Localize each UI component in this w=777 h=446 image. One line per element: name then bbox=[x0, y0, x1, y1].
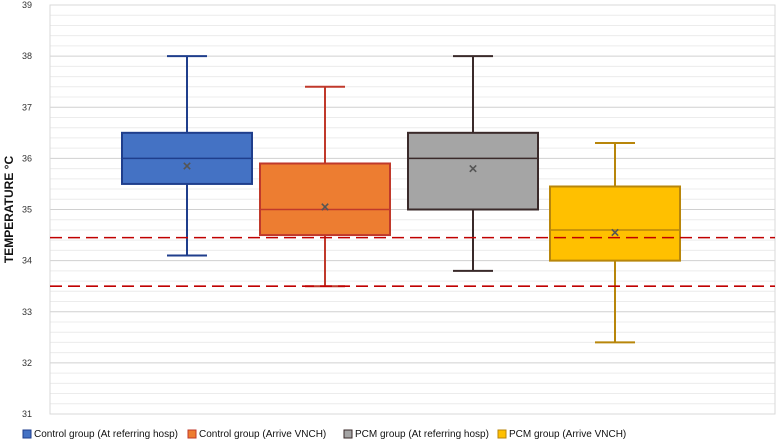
legend: Control group (At referring hosp) Control… bbox=[22, 429, 626, 440]
y-tick-label: 34 bbox=[22, 256, 32, 266]
box-2 bbox=[259, 85, 391, 288]
mean-marker bbox=[321, 203, 329, 211]
boxes bbox=[121, 55, 681, 344]
y-tick-label: 35 bbox=[22, 205, 32, 215]
legend-swatch bbox=[22, 429, 32, 439]
mean-marker bbox=[611, 228, 619, 237]
legend-item-1: Control group (At referring hosp) bbox=[22, 429, 178, 440]
plot-border bbox=[49, 4, 776, 415]
iqr-box bbox=[407, 131, 539, 211]
y-axis-label: TEMPERATURE °C bbox=[2, 156, 16, 264]
box-3 bbox=[407, 55, 539, 272]
y-axis-ticks: 31 32 33 34 35 36 37 38 39 bbox=[22, 0, 32, 419]
y-tick-label: 32 bbox=[22, 358, 32, 368]
y-tick-label: 38 bbox=[22, 51, 32, 61]
legend-swatch bbox=[497, 429, 507, 439]
legend-swatch bbox=[187, 429, 197, 439]
mean-marker bbox=[469, 164, 477, 173]
legend-label: Control group (Arrive VNCH) bbox=[199, 429, 326, 440]
legend-item-4: PCM group (Arrive VNCH) bbox=[497, 429, 626, 440]
legend-item-3: PCM group (At referring hosp) bbox=[343, 429, 489, 440]
iqr-box bbox=[259, 162, 391, 237]
y-tick-label: 37 bbox=[22, 102, 32, 112]
legend-label: Control group (At referring hosp) bbox=[34, 429, 178, 440]
mean-marker bbox=[183, 162, 191, 170]
box-1 bbox=[121, 55, 253, 257]
y-tick-label: 33 bbox=[22, 307, 32, 317]
reference-lines bbox=[50, 236, 775, 287]
y-tick-label: 36 bbox=[22, 153, 32, 163]
legend-label: PCM group (Arrive VNCH) bbox=[509, 429, 626, 440]
legend-item-2: Control group (Arrive VNCH) bbox=[187, 429, 326, 440]
y-tick-label: 31 bbox=[22, 409, 32, 419]
legend-swatch bbox=[343, 429, 353, 439]
box-4 bbox=[549, 142, 681, 344]
iqr-box bbox=[549, 185, 681, 262]
y-tick-label: 39 bbox=[22, 0, 32, 10]
legend-label: PCM group (At referring hosp) bbox=[355, 429, 489, 440]
